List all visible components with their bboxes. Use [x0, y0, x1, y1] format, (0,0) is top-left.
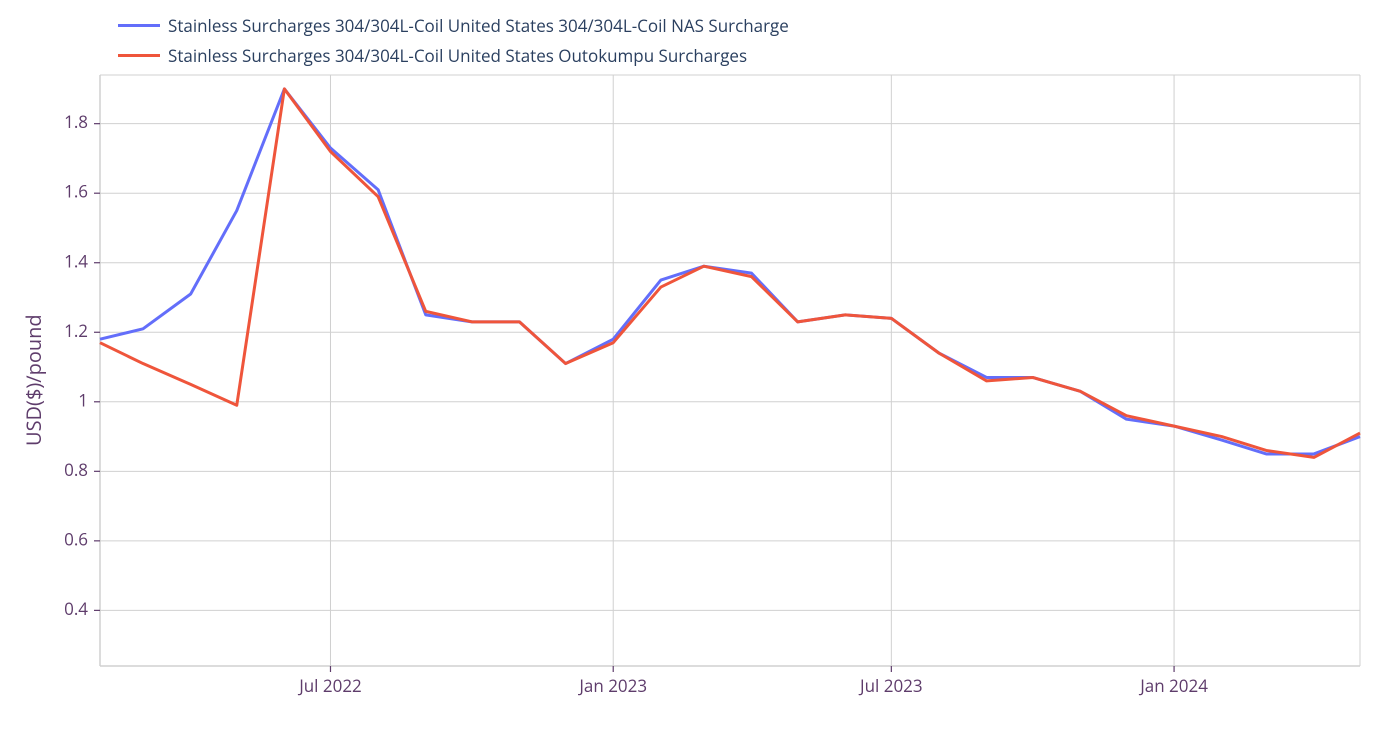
- x-tick-label: Jul 2022: [297, 674, 362, 697]
- y-tick-label: 1: [78, 388, 88, 411]
- legend-label: Stainless Surcharges 304/304L-Coil Unite…: [168, 44, 747, 67]
- y-tick-label: 1.4: [64, 249, 88, 272]
- legend-label: Stainless Surcharges 304/304L-Coil Unite…: [168, 14, 789, 37]
- legend-item-1[interactable]: Stainless Surcharges 304/304L-Coil Unite…: [118, 44, 747, 67]
- y-tick-label: 1.8: [64, 110, 88, 133]
- legend-swatch: [118, 54, 160, 57]
- x-tick-label: Jul 2023: [858, 674, 923, 697]
- y-tick-label: 0.4: [64, 597, 88, 620]
- y-tick-label: 0.6: [64, 527, 88, 550]
- legend-item-0[interactable]: Stainless Surcharges 304/304L-Coil Unite…: [118, 14, 789, 37]
- y-tick-label: 1.6: [64, 180, 88, 203]
- y-tick-label: 1.2: [64, 319, 88, 342]
- chart-svg: 0.4 0.6 0.8 1 1.2 1.4 1.6 1.8 Jul 2022 Jan 2023 Ju…: [0, 0, 1376, 746]
- legend-swatch: [118, 24, 160, 27]
- x-tick-label: Jan 2024: [1138, 674, 1208, 697]
- chart-container: Stainless Surcharges 304/304L-Coil Unite…: [0, 0, 1376, 746]
- y-axis-title: USD($)/pound: [20, 314, 47, 446]
- y-tick-label: 0.8: [64, 458, 88, 481]
- x-tick-label: Jan 2023: [577, 674, 647, 697]
